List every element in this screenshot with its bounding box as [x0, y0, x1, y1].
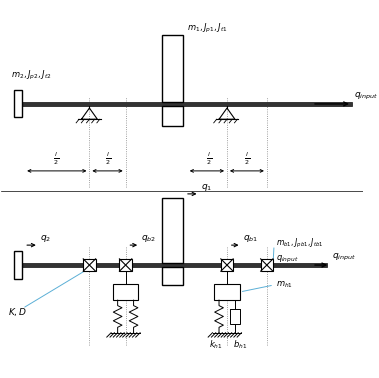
- Text: $\frac{l}{2}$: $\frac{l}{2}$: [206, 150, 212, 167]
- Text: $m_1, J_{p1}, J_{t1}$: $m_1, J_{p1}, J_{t1}$: [187, 22, 227, 35]
- Text: $\frac{l}{2}$: $\frac{l}{2}$: [53, 150, 59, 167]
- Bar: [261, 259, 273, 271]
- Text: $q_1$: $q_1$: [200, 182, 212, 193]
- Bar: [119, 259, 132, 271]
- Text: $q_2$: $q_2$: [40, 233, 51, 244]
- Bar: [221, 259, 233, 271]
- Bar: [214, 284, 240, 300]
- Text: $q_{input}$: $q_{input}$: [276, 254, 298, 265]
- Bar: [22, 263, 327, 267]
- Text: $\frac{l}{2}$: $\frac{l}{2}$: [244, 150, 250, 167]
- Text: $m_2, J_{p2}, J_{t2}$: $m_2, J_{p2}, J_{t2}$: [11, 69, 52, 82]
- Text: $q_{b2}$: $q_{b2}$: [141, 233, 156, 244]
- Text: $q_{input}$: $q_{input}$: [332, 252, 356, 263]
- Text: $\mathit{K, D}$: $\mathit{K, D}$: [8, 306, 27, 318]
- Bar: [14, 90, 22, 118]
- Bar: [22, 102, 352, 106]
- Text: $b_{h1}$: $b_{h1}$: [233, 338, 247, 351]
- Bar: [162, 34, 183, 102]
- Bar: [162, 198, 183, 263]
- Text: $\frac{l}{2}$: $\frac{l}{2}$: [105, 150, 111, 167]
- Bar: [230, 309, 240, 324]
- Text: $m_{h1}$: $m_{h1}$: [276, 280, 293, 290]
- Bar: [162, 106, 183, 126]
- Bar: [162, 267, 183, 285]
- Text: $m_{b1}, J_{pb1}, J_{tb1}$: $m_{b1}, J_{pb1}, J_{tb1}$: [276, 237, 323, 250]
- Bar: [113, 284, 138, 300]
- Text: $q_{input}$: $q_{input}$: [354, 91, 378, 102]
- Bar: [83, 259, 96, 271]
- Bar: [14, 251, 22, 279]
- Text: $k_{h1}$: $k_{h1}$: [208, 338, 222, 351]
- Text: $q_{b1}$: $q_{b1}$: [243, 233, 258, 244]
